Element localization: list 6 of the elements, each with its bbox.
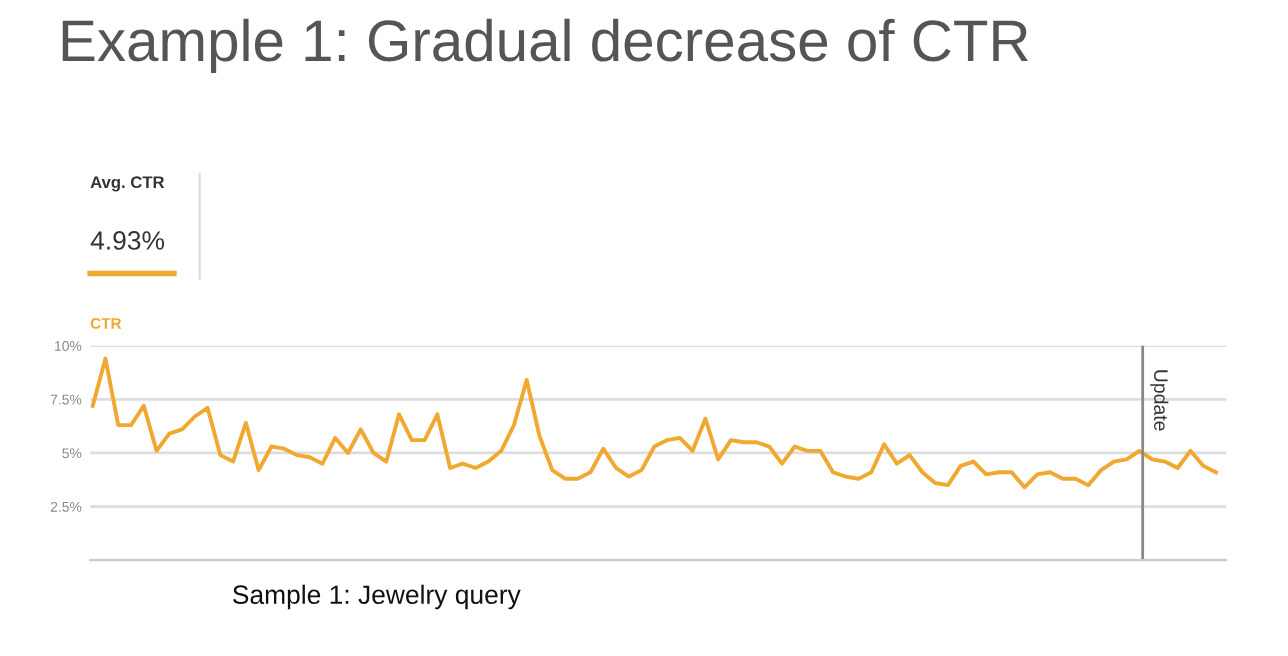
- text: 4.93%: [90, 231, 165, 250]
- line-series: [90, 356, 1218, 490]
- text: Sample 1: Jewelry query: [233, 584, 521, 610]
- annotation: Update: [1150, 370, 1169, 431]
- chart-title: Example 1: Gradual decrease of CTR: [62, 18, 1028, 74]
- text: Avg. CTR: [90, 176, 165, 192]
